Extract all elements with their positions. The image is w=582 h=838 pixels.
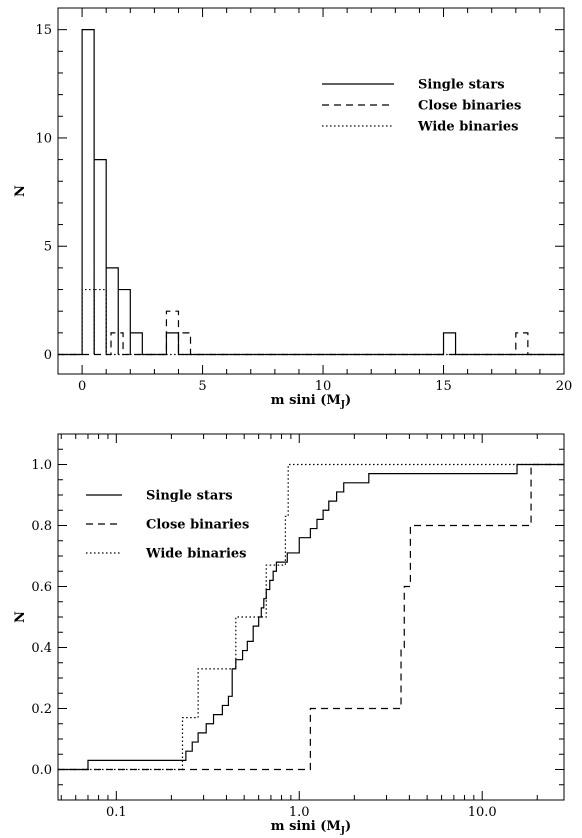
- y-tick-label: 0.8: [31, 519, 52, 534]
- x-tick-label: 10.0: [468, 805, 497, 820]
- legend-label: Close binaries: [146, 518, 249, 533]
- chart-panel-1: 0 5 10 15 20 0 5 10 15 m sini (MJ) N Single stars Cl…: [13, 7, 573, 410]
- x-axis-label: m sini (MJ): [271, 819, 351, 836]
- legend: Single stars Close binaries Wide binaries: [322, 78, 521, 135]
- y-tick-label: 0.2: [31, 702, 52, 717]
- series-line-solid: [58, 463, 564, 771]
- legend-label: Wide binaries: [145, 547, 246, 562]
- x-axis-label: m sini (MJ): [271, 393, 351, 410]
- y-tick-label: 0: [44, 348, 52, 363]
- legend-label: Wide binaries: [417, 120, 518, 135]
- y-tick-label: 10: [35, 131, 52, 146]
- y-tick-label: 5: [44, 240, 52, 255]
- chart-panel-2: 0.1 1.0 10.00.00.20.40.60.81.0m sini (MJ)N…: [13, 433, 565, 836]
- y-axis-label: N: [13, 185, 28, 197]
- plot-frame: [57, 433, 565, 801]
- y-tick-label: 0.6: [31, 580, 52, 595]
- y-axis-label: N: [13, 611, 28, 623]
- x-tick-label: 1.0: [289, 805, 310, 820]
- x-tick-label: 5: [198, 379, 206, 394]
- y-tick-label: 15: [35, 23, 52, 38]
- series-group: [58, 463, 564, 771]
- x-tick-label: 10: [315, 379, 332, 394]
- legend: Single stars Close binaries Wide binaries: [86, 489, 249, 562]
- y-tick-label: 1.0: [31, 458, 52, 473]
- y-tick-label: 0.4: [31, 641, 52, 656]
- legend-label: Single stars: [146, 489, 233, 504]
- legend-label: Close binaries: [418, 99, 521, 114]
- series-group: [58, 29, 564, 356]
- series-line-dotted: [58, 463, 564, 771]
- y-tick-label: 0.0: [31, 763, 52, 778]
- plot-frame: [57, 7, 565, 375]
- series-line-dashed: [58, 463, 564, 771]
- x-tick-label: 0: [78, 379, 86, 394]
- series-line-dotted: [58, 288, 564, 356]
- x-tick-label: 15: [435, 379, 452, 394]
- legend-label: Single stars: [418, 78, 505, 93]
- x-tick-label: 20: [556, 379, 573, 394]
- x-tick-label: 0.1: [106, 805, 127, 820]
